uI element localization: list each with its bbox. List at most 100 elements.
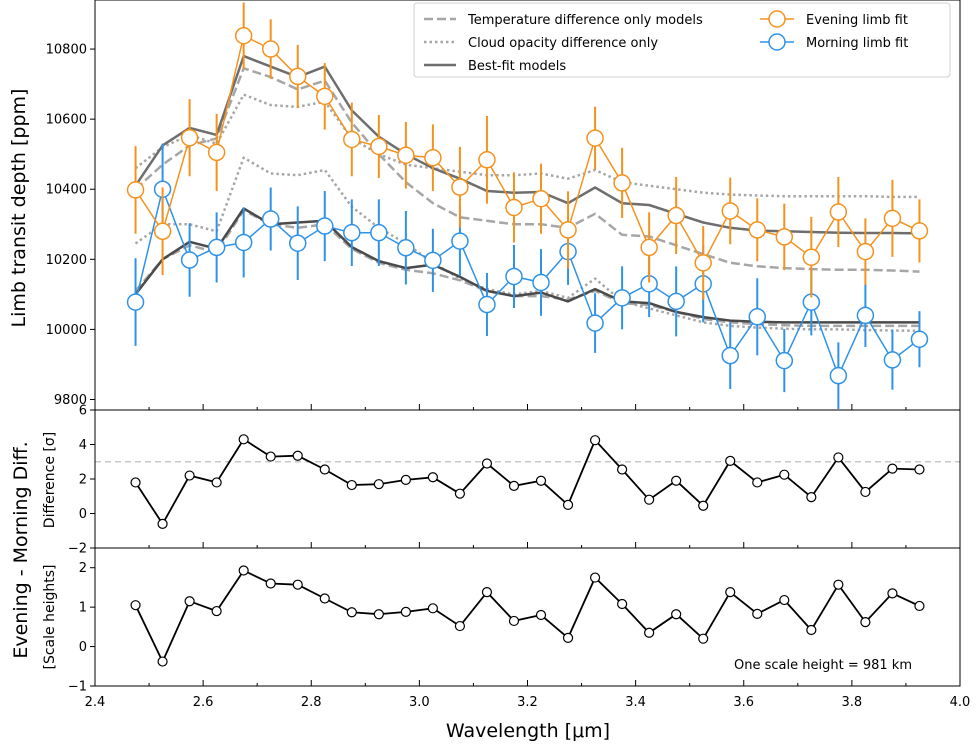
y-tick-label: 4 (79, 438, 87, 453)
y-tick-label: 0 (79, 640, 87, 655)
data-point (316, 217, 334, 235)
diff-point (373, 479, 384, 490)
data-point (316, 87, 334, 106)
diff-point (860, 617, 871, 628)
data-point (775, 228, 794, 246)
data-point (640, 238, 658, 257)
diff-point (319, 593, 330, 604)
data-point (234, 233, 253, 252)
panel-bottom: −1 0 1 2 2.4 2.6 2.8 3.0 3.2 3.4 3.6 3.8 4.0 (68, 547, 971, 710)
series-line-1 (134, 186, 920, 378)
data-point (883, 351, 902, 369)
diff-point (130, 477, 141, 488)
data-point (505, 198, 523, 217)
diff-point (373, 609, 384, 620)
legend-label-evening: Evening limb fit (806, 13, 908, 28)
y-tick-label: 2 (79, 473, 87, 488)
data-point (829, 203, 848, 221)
y-axis-label-bottom: [Scale heights] (42, 565, 58, 670)
data-point (802, 248, 821, 266)
x-axis-label: Wavelength [μm] (446, 720, 610, 742)
data-point (613, 289, 631, 307)
diff-point (698, 633, 709, 644)
diff-point (427, 472, 438, 483)
diff-point (589, 435, 601, 446)
data-point (370, 223, 388, 242)
diff-point (887, 588, 898, 599)
data-point (559, 221, 577, 239)
diff-point (806, 624, 817, 636)
data-point (207, 238, 226, 257)
model-line-3 (134, 156, 920, 333)
diff-point (481, 587, 493, 598)
diff-point (698, 500, 709, 511)
data-point (586, 314, 604, 332)
model-line-0 (134, 67, 920, 273)
diff-point (860, 486, 871, 498)
diff-point (833, 579, 844, 590)
scale-height-note: One scale height = 981 km (734, 658, 912, 673)
data-point (478, 151, 496, 169)
diff-point (184, 470, 195, 481)
diff-point (914, 600, 925, 612)
diff-point (211, 477, 222, 488)
legend-swatch-morning-marker (768, 33, 786, 51)
diff-point (671, 609, 682, 620)
diff-point (914, 464, 925, 475)
diff-point (400, 474, 411, 485)
diff-point (427, 603, 438, 614)
diff-point (508, 615, 520, 627)
diff-point (346, 479, 357, 491)
data-point (424, 251, 442, 270)
y-axis-label-top: Limb transit depth [ppm] (8, 89, 30, 328)
model-line-2 (134, 93, 920, 199)
x-tick-label: 2.4 (85, 695, 106, 710)
data-point (234, 26, 253, 45)
x-tick-label: 2.6 (193, 695, 214, 710)
diff-point (481, 458, 493, 469)
y-axis-label-shared: Evening - Morning Diff. (10, 441, 32, 658)
legend-label-temperature: Temperature difference only models (467, 13, 703, 28)
diff-point (725, 587, 736, 598)
diff-point (508, 480, 520, 491)
x-tick-label: 3.2 (517, 695, 538, 710)
diff-point (184, 596, 195, 607)
y-tick-label: 6 (79, 404, 87, 419)
data-point (586, 129, 604, 147)
diff-point (211, 605, 222, 617)
legend-swatch-evening-marker (768, 10, 786, 28)
diff-point (535, 609, 547, 621)
diff-point (589, 572, 601, 583)
diff-point (671, 475, 682, 486)
diff-point (752, 477, 763, 488)
data-point (721, 202, 739, 220)
legend: Temperature difference only models Cloud… (413, 2, 951, 78)
panel-middle: −2 0 2 4 6 (68, 404, 961, 557)
diff-point (617, 464, 628, 475)
data-point (910, 330, 929, 348)
data-point (667, 206, 685, 225)
diff-point (292, 579, 303, 590)
y-tick-label: 10800 (46, 43, 87, 58)
data-point (397, 239, 415, 257)
legend-label-cloud: Cloud opacity difference only (468, 36, 658, 51)
panel-top: 9800 10000 10200 10400 10600 10800 (46, 0, 961, 411)
data-point (829, 366, 848, 385)
diff-point (238, 565, 249, 576)
axes-frame (94, 547, 961, 687)
model-line-4 (134, 54, 920, 235)
y-tick-label: −1 (68, 680, 87, 695)
legend-label-morning: Morning limb fit (806, 36, 908, 51)
x-tick-label: 4.0 (950, 695, 971, 710)
data-point (424, 148, 442, 167)
diff-point (833, 452, 844, 463)
y-tick-label: 10600 (46, 113, 87, 128)
data-point (613, 174, 631, 192)
data-point (748, 308, 767, 326)
data-point (343, 223, 361, 242)
data-point (343, 130, 361, 149)
diff-point (779, 469, 790, 480)
x-tick-label: 3.4 (625, 695, 646, 710)
data-point (451, 178, 469, 196)
